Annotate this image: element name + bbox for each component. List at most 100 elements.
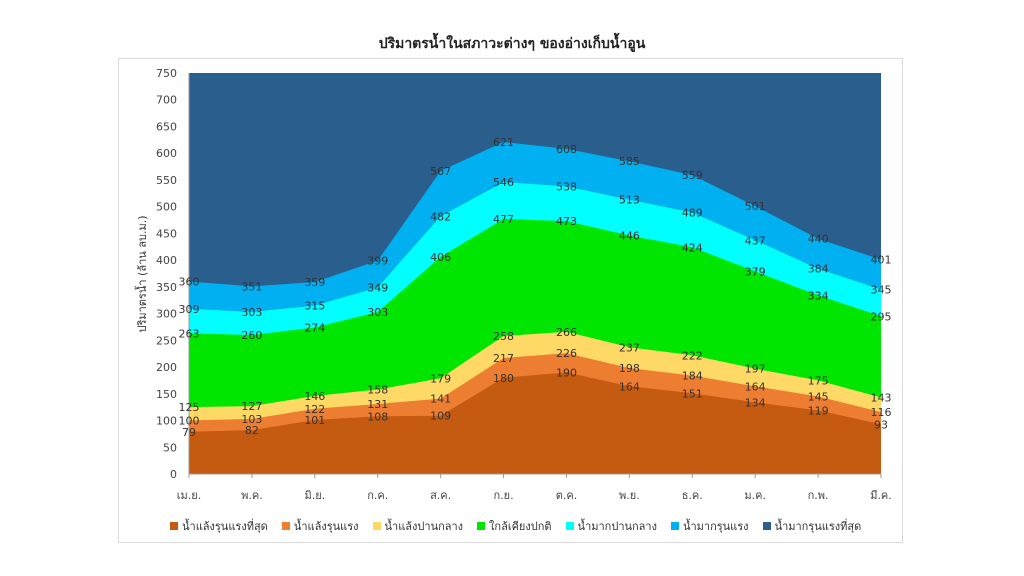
y-tick-label: 450	[156, 227, 177, 240]
data-label: 315	[304, 300, 325, 313]
legend-swatch	[372, 522, 381, 530]
data-label: 399	[367, 255, 388, 268]
legend-item: น้ำแล้งปานกลาง	[372, 517, 464, 535]
x-tick-label: พ.ย.	[619, 489, 640, 502]
data-label: 621	[493, 136, 514, 149]
data-label: 226	[556, 347, 577, 360]
data-label: 359	[304, 276, 325, 289]
legend-swatch	[170, 522, 178, 530]
data-label: 384	[808, 263, 829, 276]
legend-item: น้ำมากรุนแรง	[670, 517, 749, 535]
legend-label: น้ำแล้งรุนแรงที่สุด	[182, 520, 268, 533]
data-label: 217	[493, 352, 514, 365]
y-axis-label: ปริมาตรน้ำ (ล้าน ลบ.ม.)	[134, 215, 149, 332]
y-tick-label: 650	[156, 120, 177, 133]
x-tick-label: มิ.ย.	[304, 489, 325, 502]
data-label: 125	[179, 401, 200, 414]
x-tick-label: ส.ค.	[430, 489, 451, 502]
x-tick-label: ต.ค.	[556, 489, 578, 502]
legend-item: น้ำมากปานกลาง	[565, 517, 657, 535]
data-label: 141	[430, 393, 451, 406]
legend-label: น้ำแล้งปานกลาง	[384, 520, 464, 533]
y-tick-label: 0	[170, 468, 177, 481]
data-label: 546	[493, 176, 514, 189]
data-label: 101	[304, 414, 325, 427]
series-area	[189, 372, 881, 474]
data-label: 100	[179, 415, 200, 428]
data-label: 197	[745, 363, 766, 376]
legend-item: น้ำมากรุนแรงที่สุด	[762, 517, 862, 535]
data-label: 180	[493, 372, 514, 385]
data-label: 116	[871, 406, 892, 419]
data-label: 303	[367, 306, 388, 319]
x-tick-label: ก.ค.	[367, 489, 388, 502]
data-label: 489	[682, 207, 703, 220]
y-tick-label: 50	[163, 441, 177, 454]
data-label: 303	[241, 306, 262, 319]
data-label: 164	[619, 380, 640, 393]
legend-label: ใกล้เคียงปกติ	[489, 520, 552, 533]
x-tick-label: ม.ค.	[744, 489, 766, 502]
legend-item: ใกล้เคียงปกติ	[477, 517, 552, 535]
data-label: 513	[619, 194, 640, 207]
y-tick-label: 100	[156, 415, 177, 428]
data-label: 198	[619, 362, 640, 375]
legend-swatch	[762, 522, 771, 530]
data-label: 538	[556, 180, 577, 193]
data-label: 477	[493, 213, 514, 226]
data-label: 440	[808, 233, 829, 246]
data-label: 482	[430, 210, 451, 223]
legend-swatch	[281, 522, 290, 530]
y-tick-label: 550	[156, 174, 177, 187]
data-label: 345	[871, 284, 892, 297]
data-label: 424	[682, 241, 703, 254]
data-label: 309	[179, 303, 200, 316]
legend-swatch	[565, 522, 574, 530]
data-label: 151	[682, 387, 703, 400]
legend-item: น้ำแล้งรุนแรงที่สุด	[170, 517, 268, 535]
y-tick-label: 300	[156, 308, 177, 321]
data-label: 146	[304, 390, 325, 403]
data-label: 401	[871, 254, 892, 267]
legend-item: น้ำแล้งรุนแรง	[281, 517, 359, 535]
data-label: 295	[871, 310, 892, 323]
data-label: 108	[367, 410, 388, 423]
data-label: 143	[871, 392, 892, 405]
y-tick-label: 600	[156, 147, 177, 160]
data-label: 263	[179, 327, 200, 340]
data-label: 446	[619, 230, 640, 243]
y-tick-label: 750	[156, 67, 177, 80]
data-label: 567	[430, 165, 451, 178]
data-label: 158	[367, 384, 388, 397]
x-tick-label: ก.ย.	[493, 489, 513, 502]
y-tick-label: 700	[156, 94, 177, 107]
data-label: 501	[745, 200, 766, 213]
x-tick-label: ก.พ.	[808, 489, 829, 502]
data-label: 334	[808, 289, 829, 302]
y-tick-label: 200	[156, 361, 177, 374]
data-label: 349	[367, 281, 388, 294]
x-tick-label: ธ.ค.	[682, 489, 703, 502]
data-label: 131	[367, 398, 388, 411]
chart-title: ปริมาตรน้ำในสภาวะต่างๆ ของอ่างเก็บน้ำอูน	[378, 36, 646, 52]
data-label: 119	[808, 404, 829, 417]
data-label: 127	[241, 400, 262, 413]
data-label: 258	[493, 330, 514, 343]
legend-label: น้ำมากรุนแรงที่สุด	[774, 520, 862, 533]
data-label: 260	[241, 329, 262, 342]
data-label: 145	[808, 390, 829, 403]
legend-swatch	[477, 522, 486, 530]
data-label: 406	[430, 251, 451, 264]
x-tick-label: มี.ค.	[870, 489, 892, 502]
data-label: 266	[556, 326, 577, 339]
data-label: 237	[619, 341, 640, 354]
y-tick-label: 250	[156, 334, 177, 347]
data-label: 179	[430, 372, 451, 385]
data-label: 109	[430, 410, 451, 423]
data-label: 274	[304, 322, 325, 335]
data-label: 222	[682, 349, 703, 362]
data-label: 164	[745, 380, 766, 393]
data-label: 103	[241, 413, 262, 426]
legend-label: น้ำมากรุนแรง	[682, 520, 749, 533]
